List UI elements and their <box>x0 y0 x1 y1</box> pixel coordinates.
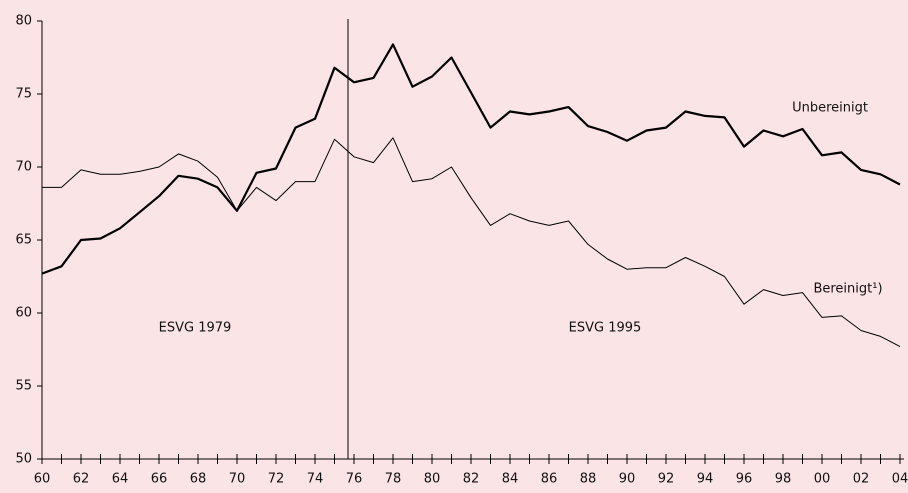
x-tick-label: 82 <box>463 472 480 487</box>
x-tick-label: 78 <box>385 472 402 487</box>
x-tick-label: 68 <box>190 472 207 487</box>
x-tick-label: 70 <box>229 472 246 487</box>
x-tick-label: 88 <box>580 472 597 487</box>
annotation: ESVG 1979 <box>159 321 232 336</box>
annotation: ESVG 1995 <box>569 321 642 336</box>
x-tick-label: 74 <box>307 472 324 487</box>
series-label: Unbereinigt <box>792 101 868 116</box>
y-tick-label: 60 <box>15 306 32 321</box>
x-tick-label: 00 <box>814 472 831 487</box>
series-label: Bereinigt¹) <box>813 282 882 297</box>
y-tick-label: 50 <box>15 452 32 467</box>
x-tick-label: 04 <box>892 472 908 487</box>
x-tick-label: 94 <box>697 472 714 487</box>
y-tick-label: 75 <box>15 87 32 102</box>
y-tick-label: 65 <box>15 233 32 248</box>
x-tick-label: 84 <box>502 472 519 487</box>
y-tick-label: 80 <box>15 14 32 29</box>
x-tick-label: 86 <box>541 472 558 487</box>
x-tick-label: 92 <box>658 472 675 487</box>
series-line <box>41 43 901 275</box>
x-tick-label: 62 <box>73 472 90 487</box>
x-tick-label: 72 <box>268 472 285 487</box>
x-tick-label: 90 <box>619 472 636 487</box>
x-tick-label: 64 <box>112 472 129 487</box>
y-tick-label: 70 <box>15 160 32 175</box>
x-tick-label: 02 <box>853 472 870 487</box>
y-tick-label: 55 <box>15 379 32 394</box>
series-line <box>42 137 901 348</box>
x-tick-label: 80 <box>424 472 441 487</box>
x-tick-label: 98 <box>775 472 792 487</box>
x-tick-label: 76 <box>346 472 363 487</box>
x-tick-label: 60 <box>34 472 51 487</box>
x-tick-label: 96 <box>736 472 753 487</box>
x-tick-label: 66 <box>151 472 168 487</box>
